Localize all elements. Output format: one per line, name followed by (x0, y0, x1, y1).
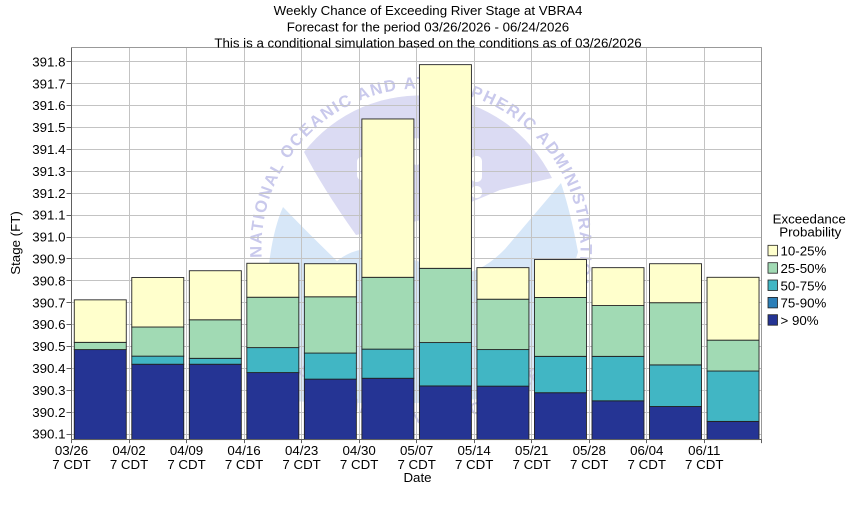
svg-text:06/04: 06/04 (630, 443, 663, 458)
svg-text:05/14: 05/14 (458, 443, 491, 458)
svg-text:This is a conditional simulati: This is a conditional simulation based o… (214, 36, 641, 51)
svg-text:7 CDT: 7 CDT (685, 457, 723, 472)
svg-text:Weekly Chance of Exceeding Riv: Weekly Chance of Exceeding River Stage a… (274, 3, 583, 18)
svg-text:05/07: 05/07 (400, 443, 433, 458)
svg-text:7 CDT: 7 CDT (340, 457, 378, 472)
svg-text:390.2: 390.2 (32, 405, 65, 420)
svg-text:05/21: 05/21 (515, 443, 548, 458)
svg-text:Exceedance: Exceedance (773, 212, 846, 227)
svg-text:390.1: 390.1 (32, 427, 65, 442)
svg-text:Probability: Probability (779, 225, 841, 240)
svg-text:> 90%: > 90% (781, 313, 819, 328)
svg-text:50-75%: 50-75% (781, 278, 827, 293)
svg-text:04/23: 04/23 (285, 443, 318, 458)
svg-text:Stage (FT): Stage (FT) (8, 211, 23, 275)
svg-text:7 CDT: 7 CDT (167, 457, 205, 472)
svg-text:391.7: 391.7 (32, 76, 65, 91)
svg-text:7 CDT: 7 CDT (628, 457, 666, 472)
svg-text:390.6: 390.6 (32, 317, 65, 332)
svg-text:Date: Date (403, 470, 431, 485)
svg-text:391.2: 391.2 (32, 186, 65, 201)
svg-text:25-50%: 25-50% (781, 261, 827, 276)
svg-text:Forecast for the period 03/26/: Forecast for the period 03/26/2026 - 06/… (287, 19, 569, 34)
svg-text:10-25%: 10-25% (781, 244, 827, 259)
svg-text:75-90%: 75-90% (781, 296, 827, 311)
svg-text:390.7: 390.7 (32, 295, 65, 310)
svg-text:04/09: 04/09 (170, 443, 203, 458)
svg-text:391.1: 391.1 (32, 208, 65, 223)
svg-text:06/11: 06/11 (688, 443, 720, 458)
svg-text:391.0: 391.0 (32, 230, 65, 245)
svg-text:390.5: 390.5 (32, 339, 65, 354)
svg-text:04/30: 04/30 (342, 443, 375, 458)
svg-text:03/26: 03/26 (55, 443, 88, 458)
svg-text:7 CDT: 7 CDT (225, 457, 263, 472)
svg-text:7 CDT: 7 CDT (455, 457, 493, 472)
svg-text:390.3: 390.3 (32, 383, 65, 398)
svg-text:391.8: 391.8 (32, 54, 65, 69)
svg-text:7 CDT: 7 CDT (570, 457, 608, 472)
svg-text:7 CDT: 7 CDT (110, 457, 148, 472)
svg-text:391.3: 391.3 (32, 164, 65, 179)
svg-text:04/02: 04/02 (112, 443, 145, 458)
svg-text:390.4: 390.4 (32, 361, 65, 376)
svg-text:390.8: 390.8 (32, 273, 65, 288)
svg-text:7 CDT: 7 CDT (512, 457, 550, 472)
svg-text:391.6: 391.6 (32, 98, 65, 113)
svg-text:391.4: 391.4 (32, 142, 65, 157)
svg-text:7 CDT: 7 CDT (282, 457, 320, 472)
svg-text:391.5: 391.5 (32, 120, 65, 135)
svg-text:7 CDT: 7 CDT (52, 457, 90, 472)
svg-text:04/16: 04/16 (227, 443, 260, 458)
svg-text:390.9: 390.9 (32, 252, 65, 267)
svg-text:05/28: 05/28 (573, 443, 606, 458)
svg-text:7 CDT: 7 CDT (397, 457, 435, 472)
